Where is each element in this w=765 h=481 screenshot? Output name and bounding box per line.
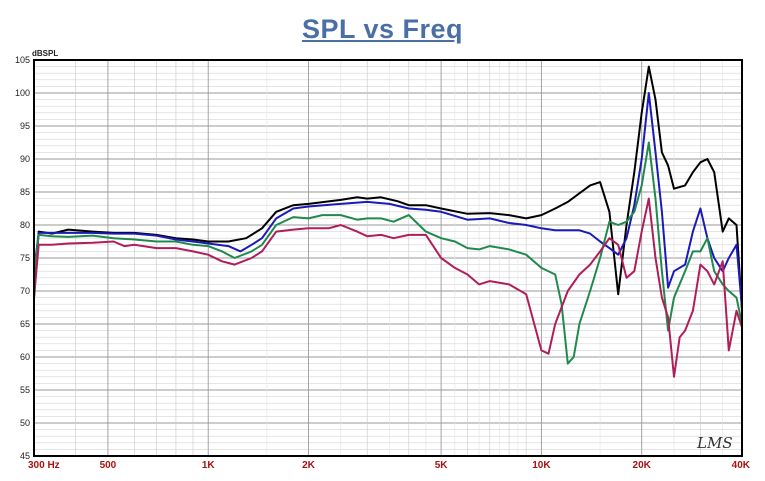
x-tick-label: 500 [100,460,117,471]
series-line-2 [33,92,743,308]
y-tick-label: 85 [20,187,30,197]
grid-lines [33,59,743,457]
x-tick-label: 10K [532,460,551,471]
x-tick-label: 300 Hz [28,460,60,471]
x-tick-label: 5K [435,460,449,471]
y-tick-label: 95 [20,121,30,131]
x-tick-labels: 300 Hz 500 1K 2K 5K 10K 20K 40K [28,460,751,471]
watermark: LMS [696,434,733,452]
y-axis-label: dBSPL [32,49,58,58]
y-tick-label: 80 [20,220,30,230]
y-tick-label: 100 [15,88,30,98]
y-tick-label: 75 [20,253,30,263]
y-tick-label: 105 [15,55,30,65]
y-tick-label: 55 [20,385,30,395]
x-tick-label: 2K [302,460,316,471]
y-tick-label: 60 [20,352,30,362]
x-tick-label: 1K [202,460,216,471]
y-tick-label: 65 [20,319,30,329]
y-tick-labels: 45 50 55 60 65 70 75 80 85 90 95 100 105 [15,55,30,461]
y-tick-label: 70 [20,286,30,296]
y-tick-label: 45 [20,451,30,461]
series-line-1 [33,65,743,311]
y-tick-label: 50 [20,418,30,428]
y-tick-label: 90 [20,154,30,164]
chart-title: SPL vs Freq [301,14,464,44]
series-lines [33,65,743,378]
x-tick-label: 20K [633,460,652,471]
plot-frame [33,59,743,457]
series-line-4 [33,197,743,378]
x-tick-label: 40K [732,460,751,471]
